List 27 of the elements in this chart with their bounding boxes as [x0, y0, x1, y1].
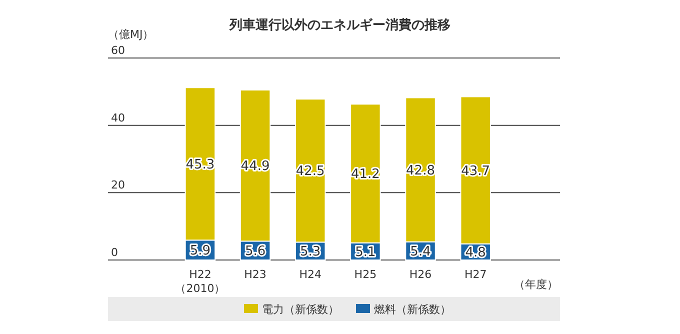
data-label: 41.2: [350, 166, 380, 182]
data-label: 43.7: [461, 164, 490, 179]
y-tick-label: 20: [111, 178, 125, 192]
data-label: 5.9: [190, 244, 211, 259]
x-tick-label: H26: [409, 268, 432, 281]
y-tick-label: 0: [111, 246, 118, 259]
x-tick-label: H24: [299, 268, 322, 281]
data-label: 5.6: [244, 244, 266, 260]
data-label: 5.3: [300, 244, 321, 260]
legend-label: 電力（新係数）: [262, 303, 339, 316]
data-label: 45.3: [186, 157, 215, 172]
data-label: 5.4: [410, 244, 431, 260]
legend-label: 燃料（新係数）: [374, 303, 451, 316]
data-label: 4.8: [465, 245, 486, 260]
data-label: 44.9: [240, 159, 270, 174]
x-tick-label: H22 （2010）: [175, 268, 226, 295]
data-label: 5.1: [355, 244, 376, 260]
y-axis-title: （億MJ）: [108, 28, 154, 41]
x-tick-label: H27: [464, 268, 487, 281]
x-axis-title: （年度）: [514, 278, 558, 291]
x-tick-label: H25: [354, 268, 377, 281]
data-label: 42.5: [296, 164, 325, 180]
y-tick-label: 40: [111, 111, 125, 124]
chart-title: 列車運行以外のエネルギー消費の推移: [228, 18, 450, 33]
x-tick-label: H23: [244, 268, 266, 281]
data-label: 42.8: [406, 163, 435, 178]
y-tick-label: 60: [111, 44, 125, 57]
